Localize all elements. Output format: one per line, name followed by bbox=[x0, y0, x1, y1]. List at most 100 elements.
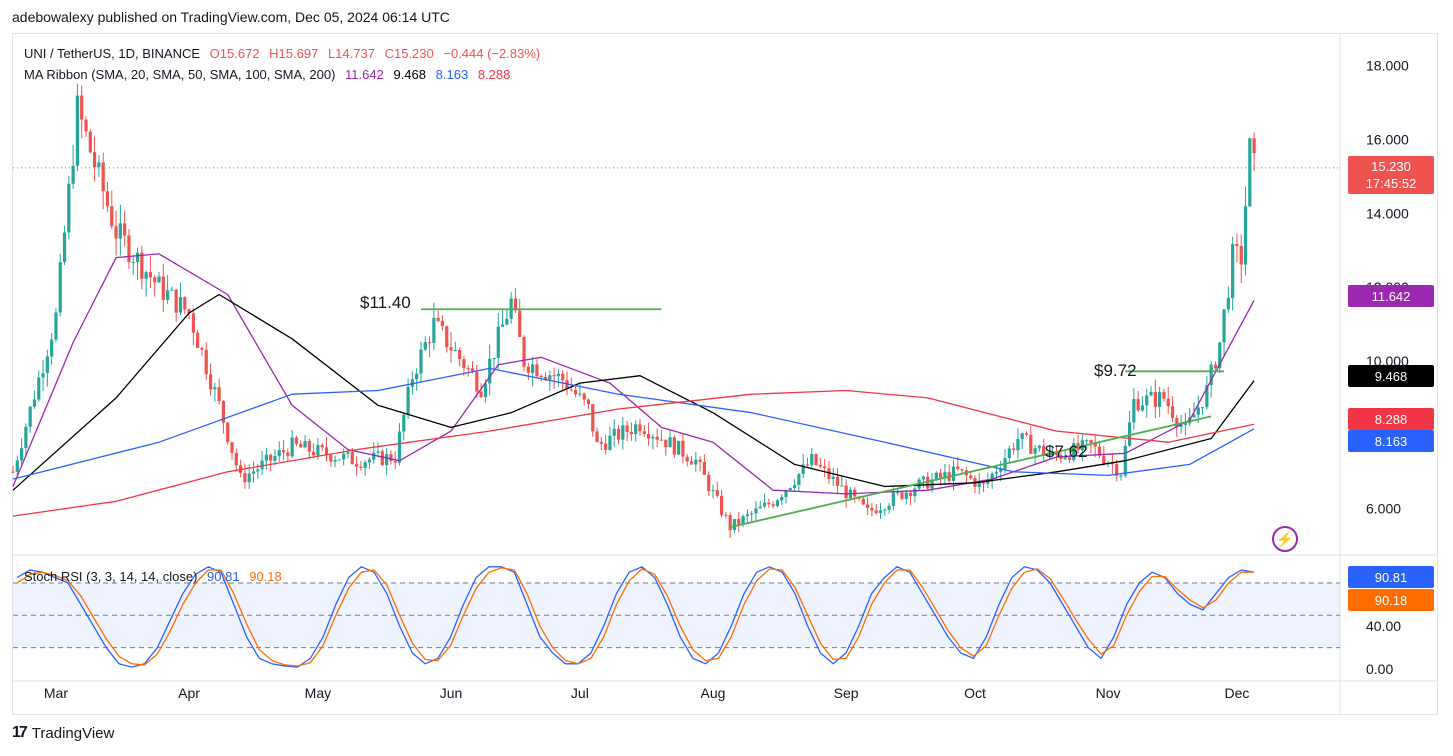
candle-body bbox=[1252, 138, 1256, 154]
candle-body bbox=[758, 506, 762, 509]
candle-body bbox=[556, 373, 561, 377]
candle-body bbox=[1115, 464, 1119, 476]
candle-body bbox=[745, 514, 749, 517]
candle-body bbox=[518, 310, 522, 338]
candle-body bbox=[294, 437, 299, 444]
candle-body bbox=[71, 165, 75, 184]
candle-body bbox=[45, 356, 49, 374]
stoch-rsi-legend: Stoch RSI (3, 3, 14, 14, close) 90.81 90… bbox=[24, 569, 288, 584]
candle-body bbox=[1016, 439, 1020, 451]
support-trendline bbox=[729, 415, 1212, 529]
candle-body bbox=[1179, 424, 1183, 427]
time-tick-label: Dec bbox=[1224, 685, 1249, 701]
candle-body bbox=[380, 451, 384, 465]
candle-body bbox=[689, 461, 694, 465]
candle-body bbox=[196, 332, 200, 348]
candle-body bbox=[1119, 475, 1123, 477]
candle-body bbox=[900, 492, 904, 499]
candle-body bbox=[1158, 391, 1162, 407]
candle-body bbox=[144, 272, 148, 279]
candle-body bbox=[1231, 243, 1235, 298]
candle-body bbox=[994, 471, 999, 474]
candle-body bbox=[41, 373, 45, 378]
candle-body bbox=[595, 431, 599, 443]
last-price-tag: 15.230 17:45:52 bbox=[1348, 156, 1434, 194]
candle-body bbox=[1248, 138, 1252, 207]
candle-body bbox=[835, 476, 840, 487]
stoch-rsi-title[interactable]: Stoch RSI (3, 3, 14, 14, close) bbox=[24, 569, 198, 584]
candle-body bbox=[174, 289, 178, 313]
candle-body bbox=[1037, 445, 1041, 449]
candle-body bbox=[440, 321, 445, 327]
candle-body bbox=[685, 456, 689, 462]
rsi-k-value: 90.81 bbox=[207, 569, 240, 584]
bar-countdown: 17:45:52 bbox=[1365, 176, 1417, 191]
candle-body bbox=[943, 472, 947, 478]
candle-body bbox=[719, 495, 724, 515]
candle-body bbox=[75, 95, 80, 166]
candle-body bbox=[608, 435, 612, 450]
candle-body bbox=[127, 235, 131, 263]
candle-body bbox=[908, 492, 913, 497]
price-tick-label: 10.000 bbox=[1366, 353, 1409, 369]
candle-body bbox=[483, 383, 487, 398]
candle-body bbox=[166, 290, 170, 300]
candle-body bbox=[337, 459, 341, 461]
candle-body bbox=[247, 473, 251, 483]
price-tick-label: 14.000 bbox=[1366, 205, 1409, 221]
chart-frame bbox=[12, 33, 1438, 715]
symbol-title[interactable]: UNI / TetherUS, 1D, BINANCE bbox=[24, 46, 201, 61]
time-tick-label: Nov bbox=[1096, 685, 1121, 701]
candle-body bbox=[54, 312, 58, 340]
ohlc-low: L14.737 bbox=[327, 46, 375, 61]
candle-body bbox=[101, 162, 105, 192]
candle-body bbox=[1205, 385, 1209, 408]
ma-ribbon-title[interactable]: MA Ribbon (SMA, 20, SMA, 50, SMA, 100, S… bbox=[24, 67, 336, 82]
candle-body bbox=[1235, 243, 1239, 246]
candle-body bbox=[251, 471, 256, 474]
annotation-level-972: $9.72 bbox=[1094, 361, 1137, 380]
candle-body bbox=[445, 326, 449, 348]
candle-body bbox=[612, 428, 616, 436]
candle-body bbox=[728, 515, 732, 531]
candle-body bbox=[887, 505, 891, 510]
ma50-tag: 9.468 bbox=[1348, 365, 1434, 387]
candle-body bbox=[453, 349, 457, 351]
candle-body bbox=[1085, 440, 1089, 442]
candle-body bbox=[659, 439, 664, 441]
annotation-level-762: $7.62 bbox=[1045, 442, 1088, 461]
candle-body bbox=[1110, 463, 1114, 465]
footer-brand[interactable]: 17 TradingView bbox=[12, 724, 114, 742]
rsi-d-line bbox=[16, 567, 1255, 667]
candle-body bbox=[84, 119, 88, 132]
candle-body bbox=[191, 313, 195, 333]
candle-body bbox=[732, 519, 737, 531]
candle-body bbox=[389, 454, 393, 462]
candle-body bbox=[561, 373, 565, 381]
candle-body bbox=[1097, 446, 1102, 456]
candle-body bbox=[110, 206, 114, 227]
time-tick-label: Apr bbox=[178, 685, 200, 701]
ma20-tag-value: 11.642 bbox=[1371, 288, 1411, 304]
candle-body bbox=[290, 437, 294, 457]
candle-body bbox=[531, 364, 535, 373]
annotation-level-1140: $11.40 bbox=[360, 293, 411, 312]
publisher-line: adebowalexy published on TradingView.com… bbox=[12, 9, 450, 25]
ma200-line bbox=[12, 389, 1255, 517]
candle-body bbox=[427, 342, 432, 344]
candle-body bbox=[148, 272, 153, 278]
candle-body bbox=[1213, 364, 1218, 369]
candle-body bbox=[410, 379, 414, 387]
lightning-icon[interactable]: ⚡ bbox=[1272, 526, 1298, 552]
candle-body bbox=[11, 471, 15, 473]
candle-body bbox=[359, 466, 363, 468]
candle-body bbox=[80, 95, 84, 120]
candle-body bbox=[861, 498, 865, 505]
candle-body bbox=[677, 440, 681, 455]
ma50-value: 9.468 bbox=[393, 67, 427, 82]
candle-body bbox=[1209, 364, 1213, 386]
candle-body bbox=[913, 488, 917, 497]
candle-body bbox=[866, 504, 870, 508]
candle-body bbox=[1007, 448, 1011, 459]
